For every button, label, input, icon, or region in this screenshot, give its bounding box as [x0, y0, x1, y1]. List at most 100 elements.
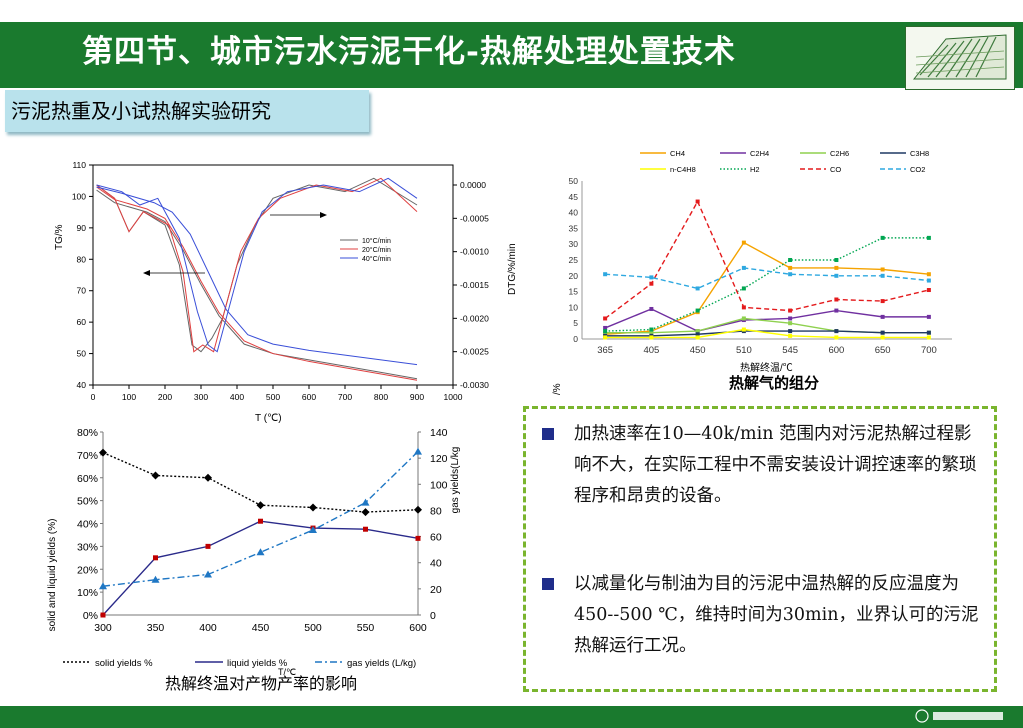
gas-series-point: [741, 265, 746, 270]
yield-y-tick-label: 80%: [77, 427, 98, 439]
footer-bar: [0, 706, 1023, 728]
yield-point-solid: [204, 473, 212, 482]
yield-y-tick-label: 70%: [77, 450, 98, 462]
tg-legend-label: 10°C/min: [362, 237, 391, 245]
yield-y-tick-label: 0%: [83, 610, 98, 622]
tg-x-tick-label: 200: [158, 392, 172, 402]
yield-y-tick-label: 60%: [77, 473, 98, 485]
gas-x-tick-label: 545: [782, 345, 798, 356]
gas-series-point: [649, 281, 654, 286]
tg-y2-tick-label: -0.0005: [460, 213, 489, 223]
tg-y-tick-label: 40: [77, 380, 87, 390]
gas-series-point: [695, 286, 700, 291]
gas-series-point: [649, 306, 654, 311]
university-seal-icon: [915, 709, 1003, 723]
gas-series-point: [880, 330, 885, 335]
section-subtitle: 污泥热重及小试热解实验研究: [5, 90, 369, 132]
yield-x-tick-label: 450: [252, 622, 270, 634]
yield-legend-label: liquid yields %: [227, 658, 288, 669]
gas-series-line-h2: [605, 237, 929, 332]
gas-series-point: [649, 327, 654, 332]
gas-series-point: [880, 299, 885, 304]
gas-series-point: [926, 335, 931, 340]
gas-series-line-co: [604, 199, 930, 320]
tg-x-tick-label: 800: [374, 392, 388, 402]
yield-series-line-1: [102, 520, 419, 616]
gas-y-tick-label: 5: [573, 318, 578, 328]
gas-series-point: [926, 272, 931, 277]
tg-y2-axis-label: DTG/%/min: [507, 243, 518, 295]
gas-series-point: [880, 235, 885, 240]
gas-x-tick-label: 365: [597, 345, 613, 356]
gas-series-point: [741, 305, 746, 310]
yield-y-tick-label: 40%: [77, 519, 98, 531]
conclusion-item-heating-rate: 加热速率在10—40k/min 范围内对污泥热解过程影响不大，在实际工程中不需安…: [542, 419, 984, 512]
yield-y2-tick-label: 40: [430, 558, 442, 570]
dtg-curve-0: [96, 177, 418, 353]
tg-y2-tick-label: 0.0000: [460, 180, 486, 190]
yield-y2-tick-label: 120: [430, 453, 448, 465]
tg-x-tick-label: 1000: [444, 392, 463, 402]
tg-legend-label: 40°C/min: [362, 255, 391, 263]
yield-point-gas: [309, 526, 317, 534]
yield-x-axis-title: T/℃: [278, 667, 296, 677]
gas-series-point: [880, 335, 885, 340]
yield-legend-label: solid yields %: [95, 658, 153, 669]
gas-legend: CH4 C2H4 C2H6 C3H8 n-C4H8 H2 CO CO2: [640, 149, 929, 174]
gas-y-tick-label: 50: [569, 176, 579, 186]
tg-y-axis-label: TG/%: [54, 224, 65, 250]
tg-y2-tick-label: -0.0010: [460, 247, 489, 257]
tg-y-tick-label: 100: [72, 191, 86, 201]
gas-series-point: [649, 335, 654, 340]
yield-point-solid: [99, 448, 107, 457]
yield-point-gas: [256, 548, 265, 556]
yield-y-tick-label: 10%: [77, 587, 98, 599]
gas-y-tick-label: 30: [569, 239, 579, 249]
tg-y2-tick-label: -0.0025: [460, 347, 489, 357]
gas-series-point: [926, 278, 931, 283]
square-bullet-icon: [542, 428, 554, 440]
gas-series-point: [880, 267, 885, 272]
tg-x-tick-label: 100: [122, 392, 136, 402]
yield-y-tick-label: 30%: [77, 541, 98, 553]
gas-series-point: [926, 330, 931, 335]
gas-series-point: [834, 308, 839, 313]
gas-x-tick-label: 510: [736, 345, 752, 356]
yield-legend: solid yields % liquid yields % gas yields …: [63, 658, 416, 669]
tg-y-tick-label: 110: [72, 160, 86, 170]
tg-y-tick-label: 70: [77, 286, 87, 296]
gas-y-tick-label: 0: [573, 334, 578, 344]
tg-x-tick-label: 300: [194, 392, 208, 402]
gas-y-tick-label: 25: [569, 255, 579, 265]
gas-series-line-c3h8: [605, 330, 929, 337]
gas-series-point: [603, 325, 608, 330]
gas-series-point: [834, 273, 839, 278]
gas-series-point: [649, 330, 654, 335]
yield-y2-tick-label: 140: [430, 427, 448, 439]
gas-series-point: [741, 316, 746, 321]
gas-series-point: [926, 288, 931, 293]
tg-x-tick-label: 500: [266, 392, 280, 402]
tg-curve-1: [96, 186, 418, 381]
yield-x-tick-label: 600: [409, 622, 427, 634]
tg-x-tick-label: 0: [91, 392, 96, 402]
gas-x-axis-label: 热解终温/℃: [740, 361, 793, 374]
gas-legend-label: C2H4: [750, 149, 769, 158]
gas-series-point: [788, 308, 793, 313]
tg-x-tick-label: 700: [338, 392, 352, 402]
tg-curve-2: [96, 186, 418, 366]
gas-series-point: [695, 329, 700, 334]
yield-point-solid: [414, 505, 422, 514]
gas-x-tick-label: 405: [643, 345, 659, 356]
yield-x-tick-label: 550: [357, 622, 375, 634]
yield-x-tick-label: 500: [304, 622, 322, 634]
yield-point-gas: [361, 498, 370, 506]
gas-series-point: [834, 265, 839, 270]
building-logo-icon: [912, 34, 1007, 80]
yield-y2-tick-label: 60: [430, 532, 442, 544]
gas-series-point: [603, 329, 608, 334]
gas-legend-label: CO: [830, 165, 841, 174]
yield-y-tick-label: 50%: [77, 496, 98, 508]
conclusion-item-temperature: 以减量化与制油为目的污泥中温热解的反应温度为450--500 ℃，维持时间为30…: [542, 569, 984, 662]
